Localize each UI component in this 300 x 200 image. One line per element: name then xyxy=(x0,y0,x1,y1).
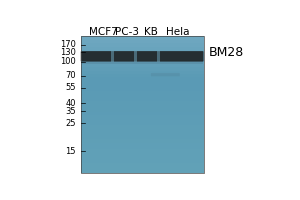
Bar xyxy=(80,36,204,40)
Bar xyxy=(80,132,204,136)
Bar xyxy=(80,77,204,81)
Bar xyxy=(80,57,204,60)
FancyBboxPatch shape xyxy=(38,24,270,178)
Bar xyxy=(80,67,204,71)
Text: 15: 15 xyxy=(65,147,76,156)
Bar xyxy=(80,149,204,153)
Bar xyxy=(80,88,204,91)
Bar xyxy=(80,105,204,108)
Bar xyxy=(80,119,204,122)
Bar xyxy=(80,60,204,64)
Text: 100: 100 xyxy=(60,57,76,66)
Bar xyxy=(134,51,137,62)
Bar xyxy=(80,156,204,160)
Bar xyxy=(80,115,204,119)
Bar xyxy=(80,125,204,129)
Bar xyxy=(80,170,204,173)
Bar xyxy=(80,112,204,115)
Bar xyxy=(157,51,160,62)
Bar xyxy=(80,101,204,105)
Text: 70: 70 xyxy=(65,71,76,80)
Bar xyxy=(80,71,204,74)
Text: Hela: Hela xyxy=(167,27,190,37)
FancyBboxPatch shape xyxy=(82,60,202,64)
Bar xyxy=(80,139,204,143)
Bar xyxy=(80,129,204,132)
FancyBboxPatch shape xyxy=(151,73,180,76)
Bar xyxy=(80,153,204,156)
Bar xyxy=(80,108,204,112)
Bar xyxy=(80,36,204,173)
Bar xyxy=(80,50,204,53)
Text: 25: 25 xyxy=(65,119,76,128)
Bar xyxy=(111,51,113,62)
Text: 130: 130 xyxy=(60,48,76,57)
Bar xyxy=(80,122,204,125)
Text: 40: 40 xyxy=(65,99,76,108)
Bar xyxy=(80,146,204,149)
Bar xyxy=(80,40,204,43)
Text: 170: 170 xyxy=(60,40,76,49)
Bar xyxy=(80,143,204,146)
Bar xyxy=(80,160,204,163)
Bar xyxy=(80,98,204,101)
Text: 35: 35 xyxy=(65,107,76,116)
Bar xyxy=(80,91,204,95)
Text: MCF7: MCF7 xyxy=(89,27,118,37)
Text: PC-3: PC-3 xyxy=(115,27,139,37)
Bar xyxy=(80,163,204,167)
Text: BM28: BM28 xyxy=(208,46,244,59)
Bar xyxy=(80,53,204,57)
Text: KB: KB xyxy=(145,27,158,37)
Bar xyxy=(80,136,204,139)
Bar xyxy=(80,167,204,170)
Text: 55: 55 xyxy=(65,83,76,92)
Bar xyxy=(80,74,204,77)
Bar xyxy=(80,81,204,84)
Bar xyxy=(80,95,204,98)
Bar xyxy=(80,47,204,50)
Bar xyxy=(80,64,204,67)
Bar xyxy=(80,84,204,88)
Bar xyxy=(80,43,204,47)
FancyBboxPatch shape xyxy=(81,51,203,62)
